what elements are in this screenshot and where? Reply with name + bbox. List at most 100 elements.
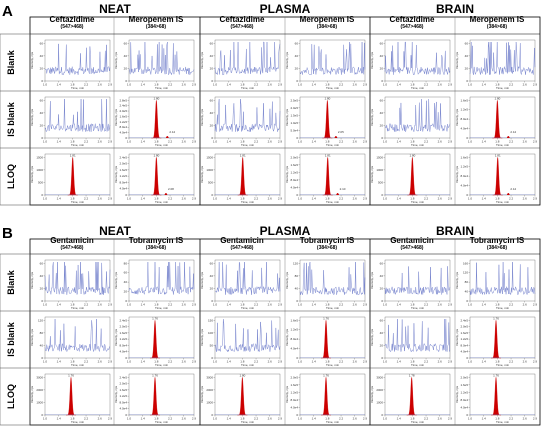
y-tick-label: 40 <box>40 111 44 115</box>
y-tick-label: 20 <box>124 66 128 70</box>
chromatogram-cell: 0 20 40 60 Intensity, cps 1.0 1.4 1.8 2.2 2.6 2.9 T… <box>285 39 367 90</box>
chromatogram-cell: 0 1000 2000 3000 Intensity, cps 1.0 1.4 1.8 2.2 2… <box>370 373 452 424</box>
y-tick-label: 1.6e5 <box>119 114 127 118</box>
peak-fill <box>150 377 160 416</box>
chromatogram-cell: 0 20 40 60 Intensity, cps 1.0 1.4 1.8 2.2 2.6 2.9 T… <box>30 39 113 90</box>
x-tick-label: 1.4 <box>482 417 487 421</box>
y-tick-label: 80 <box>124 261 128 265</box>
y-tick-label: 20 <box>295 66 299 70</box>
plot-area <box>214 373 281 416</box>
y-axis-label: Intensity, cps <box>114 108 118 126</box>
x-tick-label: 1.0 <box>213 360 218 364</box>
peak-fill <box>492 157 503 196</box>
noise-trace <box>214 99 281 133</box>
x-tick-label: 2.9 <box>533 417 538 421</box>
noise-trace <box>214 41 281 76</box>
plot-area <box>384 153 451 196</box>
x-tick-label: 1.0 <box>43 360 48 364</box>
x-tick-label: 2.9 <box>363 197 368 201</box>
x-tick-label: 2.6 <box>438 303 443 307</box>
noise-trace <box>299 42 366 76</box>
x-tick-label: 2.9 <box>448 417 453 421</box>
peak-label: 2.12 <box>510 187 516 191</box>
peak-label: 2.10 <box>340 187 346 191</box>
peak-fill <box>407 157 418 196</box>
x-tick-label: 2.2 <box>254 303 259 307</box>
x-tick-label: 2.6 <box>438 197 443 201</box>
y-axis-label: Intensity, cps <box>285 108 289 126</box>
y-tick-label: 4.0e4 <box>290 185 298 189</box>
x-tick-label: 2.6 <box>523 417 528 421</box>
x-tick-label: 1.4 <box>482 360 487 364</box>
y-tick-label: 0 <box>211 79 213 83</box>
x-tick-label: 2.9 <box>108 83 113 87</box>
minor-peak <box>165 136 169 138</box>
x-tick-label: 1.4 <box>227 140 232 144</box>
plot-area <box>384 373 451 416</box>
y-tick-label: 20 <box>380 286 384 290</box>
y-tick-label: 2000 <box>36 388 43 392</box>
x-tick-label: 2.6 <box>268 197 273 201</box>
x-tick-label: 1.8 <box>70 417 75 421</box>
plot-area <box>384 259 451 302</box>
x-axis-label: Time, min <box>241 363 254 367</box>
x-tick-label: 1.4 <box>57 197 62 201</box>
x-tick-label: 2.2 <box>509 140 514 144</box>
x-axis-label: Time, min <box>71 363 84 367</box>
noise-trace <box>384 266 451 296</box>
y-tick-label: 40 <box>295 54 299 58</box>
x-tick-label: 2.2 <box>254 417 259 421</box>
x-tick-label: 2.6 <box>268 83 273 87</box>
x-tick-label: 1.0 <box>127 140 132 144</box>
x-tick-label: 1.0 <box>213 140 218 144</box>
y-tick-label: 0 <box>211 193 213 197</box>
x-axis-label: Time, min <box>496 420 509 424</box>
y-tick-label: 0 <box>211 299 213 303</box>
x-tick-label: 2.9 <box>448 197 453 201</box>
y-axis-label: Intensity, cps <box>114 385 118 403</box>
y-tick-label: 0 <box>466 413 468 417</box>
x-tick-label: 2.9 <box>533 83 538 87</box>
chromatogram-cell: 0 4.0e4 8.0e4 1.2e5 1.6e5 Intensity, cps 1.0 1.… <box>455 96 537 147</box>
y-tick-label: 500 <box>208 180 213 184</box>
y-tick-label: 2.0e5 <box>290 155 298 159</box>
x-axis-label: Time, min <box>326 306 339 310</box>
peak-label: 1.76 <box>323 316 329 320</box>
y-tick-label: 80 <box>295 274 299 278</box>
peak-label: 1.76 <box>68 373 74 377</box>
peak-label: 1.81 <box>70 153 76 157</box>
plot-area <box>384 39 451 82</box>
x-tick-label: 1.4 <box>397 83 402 87</box>
y-tick-label: 1.2e5 <box>460 165 468 169</box>
x-tick-label: 1.8 <box>325 140 330 144</box>
peak-label: 1.80 <box>409 153 415 157</box>
plot-area <box>469 39 536 82</box>
plot-area <box>214 96 281 139</box>
x-tick-label: 1.0 <box>213 83 218 87</box>
x-tick-label: 2.2 <box>509 360 514 364</box>
y-axis-label: Intensity, cps <box>285 328 289 346</box>
x-tick-label: 1.8 <box>325 417 330 421</box>
transition-label: (384>68) <box>317 245 337 251</box>
x-tick-label: 2.6 <box>182 417 187 421</box>
y-tick-label: 4.0e4 <box>290 405 298 409</box>
chromatogram-cell: 0 20 40 60 80 Intensity, cps 1.0 1.4 1.8 2.2 2.6 2.… <box>114 259 196 310</box>
chromatogram-cell: 0 40 80 120 160 Intensity, cps 1.0 1.4 1.8 2.2 2.6… <box>455 259 537 310</box>
y-tick-label: 0 <box>125 193 127 197</box>
plot-area <box>469 96 536 139</box>
y-tick-label: 1.2e5 <box>119 394 127 398</box>
y-tick-label: 1000 <box>36 168 43 172</box>
x-tick-label: 2.6 <box>353 303 358 307</box>
x-axis-label: Time, min <box>71 143 84 147</box>
x-tick-label: 1.4 <box>482 140 487 144</box>
analyte-header: Meropenem IS <box>470 15 525 24</box>
peak-label: 2.12 <box>169 130 175 134</box>
x-tick-label: 1.0 <box>383 83 388 87</box>
y-axis-label: Intensity, cps <box>30 165 34 183</box>
peak-label: 2.08 <box>168 187 174 191</box>
x-tick-label: 1.8 <box>325 303 330 307</box>
x-tick-label: 1.0 <box>213 197 218 201</box>
y-tick-label: 60 <box>380 318 384 322</box>
y-axis-label: Intensity, cps <box>285 51 289 69</box>
